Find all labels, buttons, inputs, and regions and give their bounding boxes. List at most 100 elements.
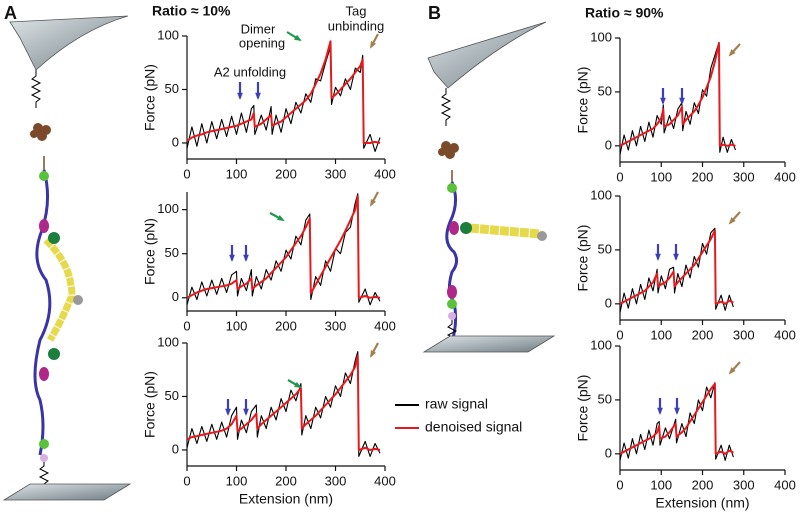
arrow-head (294, 381, 302, 389)
arrow (728, 211, 741, 225)
arrow (660, 88, 666, 105)
arrow-head (225, 408, 231, 416)
x-tick-label: 300 (733, 169, 755, 184)
arrow (229, 245, 235, 262)
x-tick-label: 200 (692, 169, 714, 184)
arrow-head (655, 253, 661, 261)
y-axis-label: Force (pN) (142, 371, 158, 438)
y-tick-label: 0 (172, 134, 179, 149)
y-axis-label: Force (pN) (142, 64, 158, 131)
axes (186, 36, 385, 160)
y-tick-label: 50 (165, 245, 179, 260)
x-tick-label: 200 (692, 477, 714, 492)
y-tick-label: 0 (605, 295, 612, 310)
y-axis-label: Force (pN) (575, 375, 591, 442)
denoised-line (186, 195, 381, 299)
arrow (655, 244, 661, 261)
x-tick-label: 100 (226, 473, 248, 488)
x-tick-label: 300 (325, 318, 347, 333)
arrow-head (728, 217, 736, 225)
arrow (243, 245, 249, 262)
arrow-head (255, 92, 261, 100)
axes (619, 38, 785, 163)
y-tick-label: 0 (172, 441, 179, 456)
y-tick-label: 50 (598, 83, 612, 98)
y-tick-label: 100 (157, 201, 179, 216)
x-tick-label: 400 (774, 327, 796, 342)
legend-label: raw signal (425, 396, 488, 412)
y-axis-label: Force (pN) (575, 225, 591, 292)
arrow-head (243, 408, 249, 416)
arrow-head (370, 350, 377, 358)
y-tick-label: 50 (598, 241, 612, 256)
arrow-head (294, 34, 302, 42)
x-tick-label: 200 (275, 318, 297, 333)
x-tick-label: 0 (616, 169, 623, 184)
arrow (255, 82, 261, 100)
y-tick-label: 0 (605, 445, 612, 460)
arrow (728, 361, 741, 375)
axes (619, 196, 785, 321)
arrow-head (243, 254, 249, 262)
x-tick-label: 200 (275, 166, 297, 181)
arrow-head (679, 97, 685, 105)
arrow-head (673, 253, 679, 261)
chart-title: Ratio ≈ 90% (585, 5, 664, 21)
arrow-head (237, 92, 243, 100)
annotation: opening (239, 35, 285, 50)
raw-line (186, 46, 381, 153)
x-tick-label: 200 (692, 327, 714, 342)
arrow (225, 399, 231, 416)
x-tick-label: 400 (374, 318, 396, 333)
annotation: A2 unfolding (214, 64, 286, 79)
denoised-line (619, 382, 734, 455)
chart-title: Ratio ≈ 10% (152, 3, 231, 19)
arrow-head (229, 254, 235, 262)
y-tick-label: 50 (165, 388, 179, 403)
arrow (269, 212, 285, 221)
y-tick-label: 50 (598, 391, 612, 406)
x-tick-label: 400 (774, 477, 796, 492)
x-tick-label: 300 (325, 473, 347, 488)
y-axis-label: Force (pN) (575, 67, 591, 134)
x-tick-label: 300 (733, 327, 755, 342)
annotation: Tag (346, 3, 367, 18)
arrow (286, 31, 302, 42)
arrow-head (728, 367, 736, 375)
y-tick-label: 0 (605, 137, 612, 152)
arrow (237, 82, 243, 100)
x-tick-label: 400 (374, 166, 396, 181)
x-tick-label: 200 (275, 473, 297, 488)
y-tick-label: 100 (590, 29, 612, 44)
x-tick-label: 0 (616, 327, 623, 342)
y-tick-label: 100 (157, 27, 179, 42)
schematic-b (422, 21, 556, 353)
schematic-a (2, 15, 132, 501)
arrow-head (370, 41, 377, 49)
y-axis-label: Force (pN) (142, 218, 158, 285)
arrow-head (657, 407, 663, 415)
x-tick-label: 100 (650, 477, 672, 492)
y-tick-label: 100 (590, 337, 612, 352)
arrow (287, 379, 302, 389)
x-tick-label: 100 (650, 327, 672, 342)
arrow-head (674, 407, 680, 415)
x-tick-label: 0 (616, 477, 623, 492)
legend-label: denoised signal (425, 419, 522, 435)
y-tick-label: 50 (165, 81, 179, 96)
arrow (657, 398, 663, 415)
panel-label: B (428, 3, 441, 23)
arrow-head (277, 214, 285, 221)
panel-label: A (4, 3, 17, 23)
annotation: unbinding (328, 18, 384, 33)
x-tick-label: 0 (183, 318, 190, 333)
denoised-line (186, 40, 381, 144)
arrow (679, 88, 685, 105)
y-tick-label: 100 (157, 334, 179, 349)
raw-line (619, 227, 734, 313)
x-tick-label: 100 (226, 318, 248, 333)
denoised-line (619, 229, 734, 305)
annotation: Dimer (241, 21, 276, 36)
x-tick-label: 300 (325, 166, 347, 181)
